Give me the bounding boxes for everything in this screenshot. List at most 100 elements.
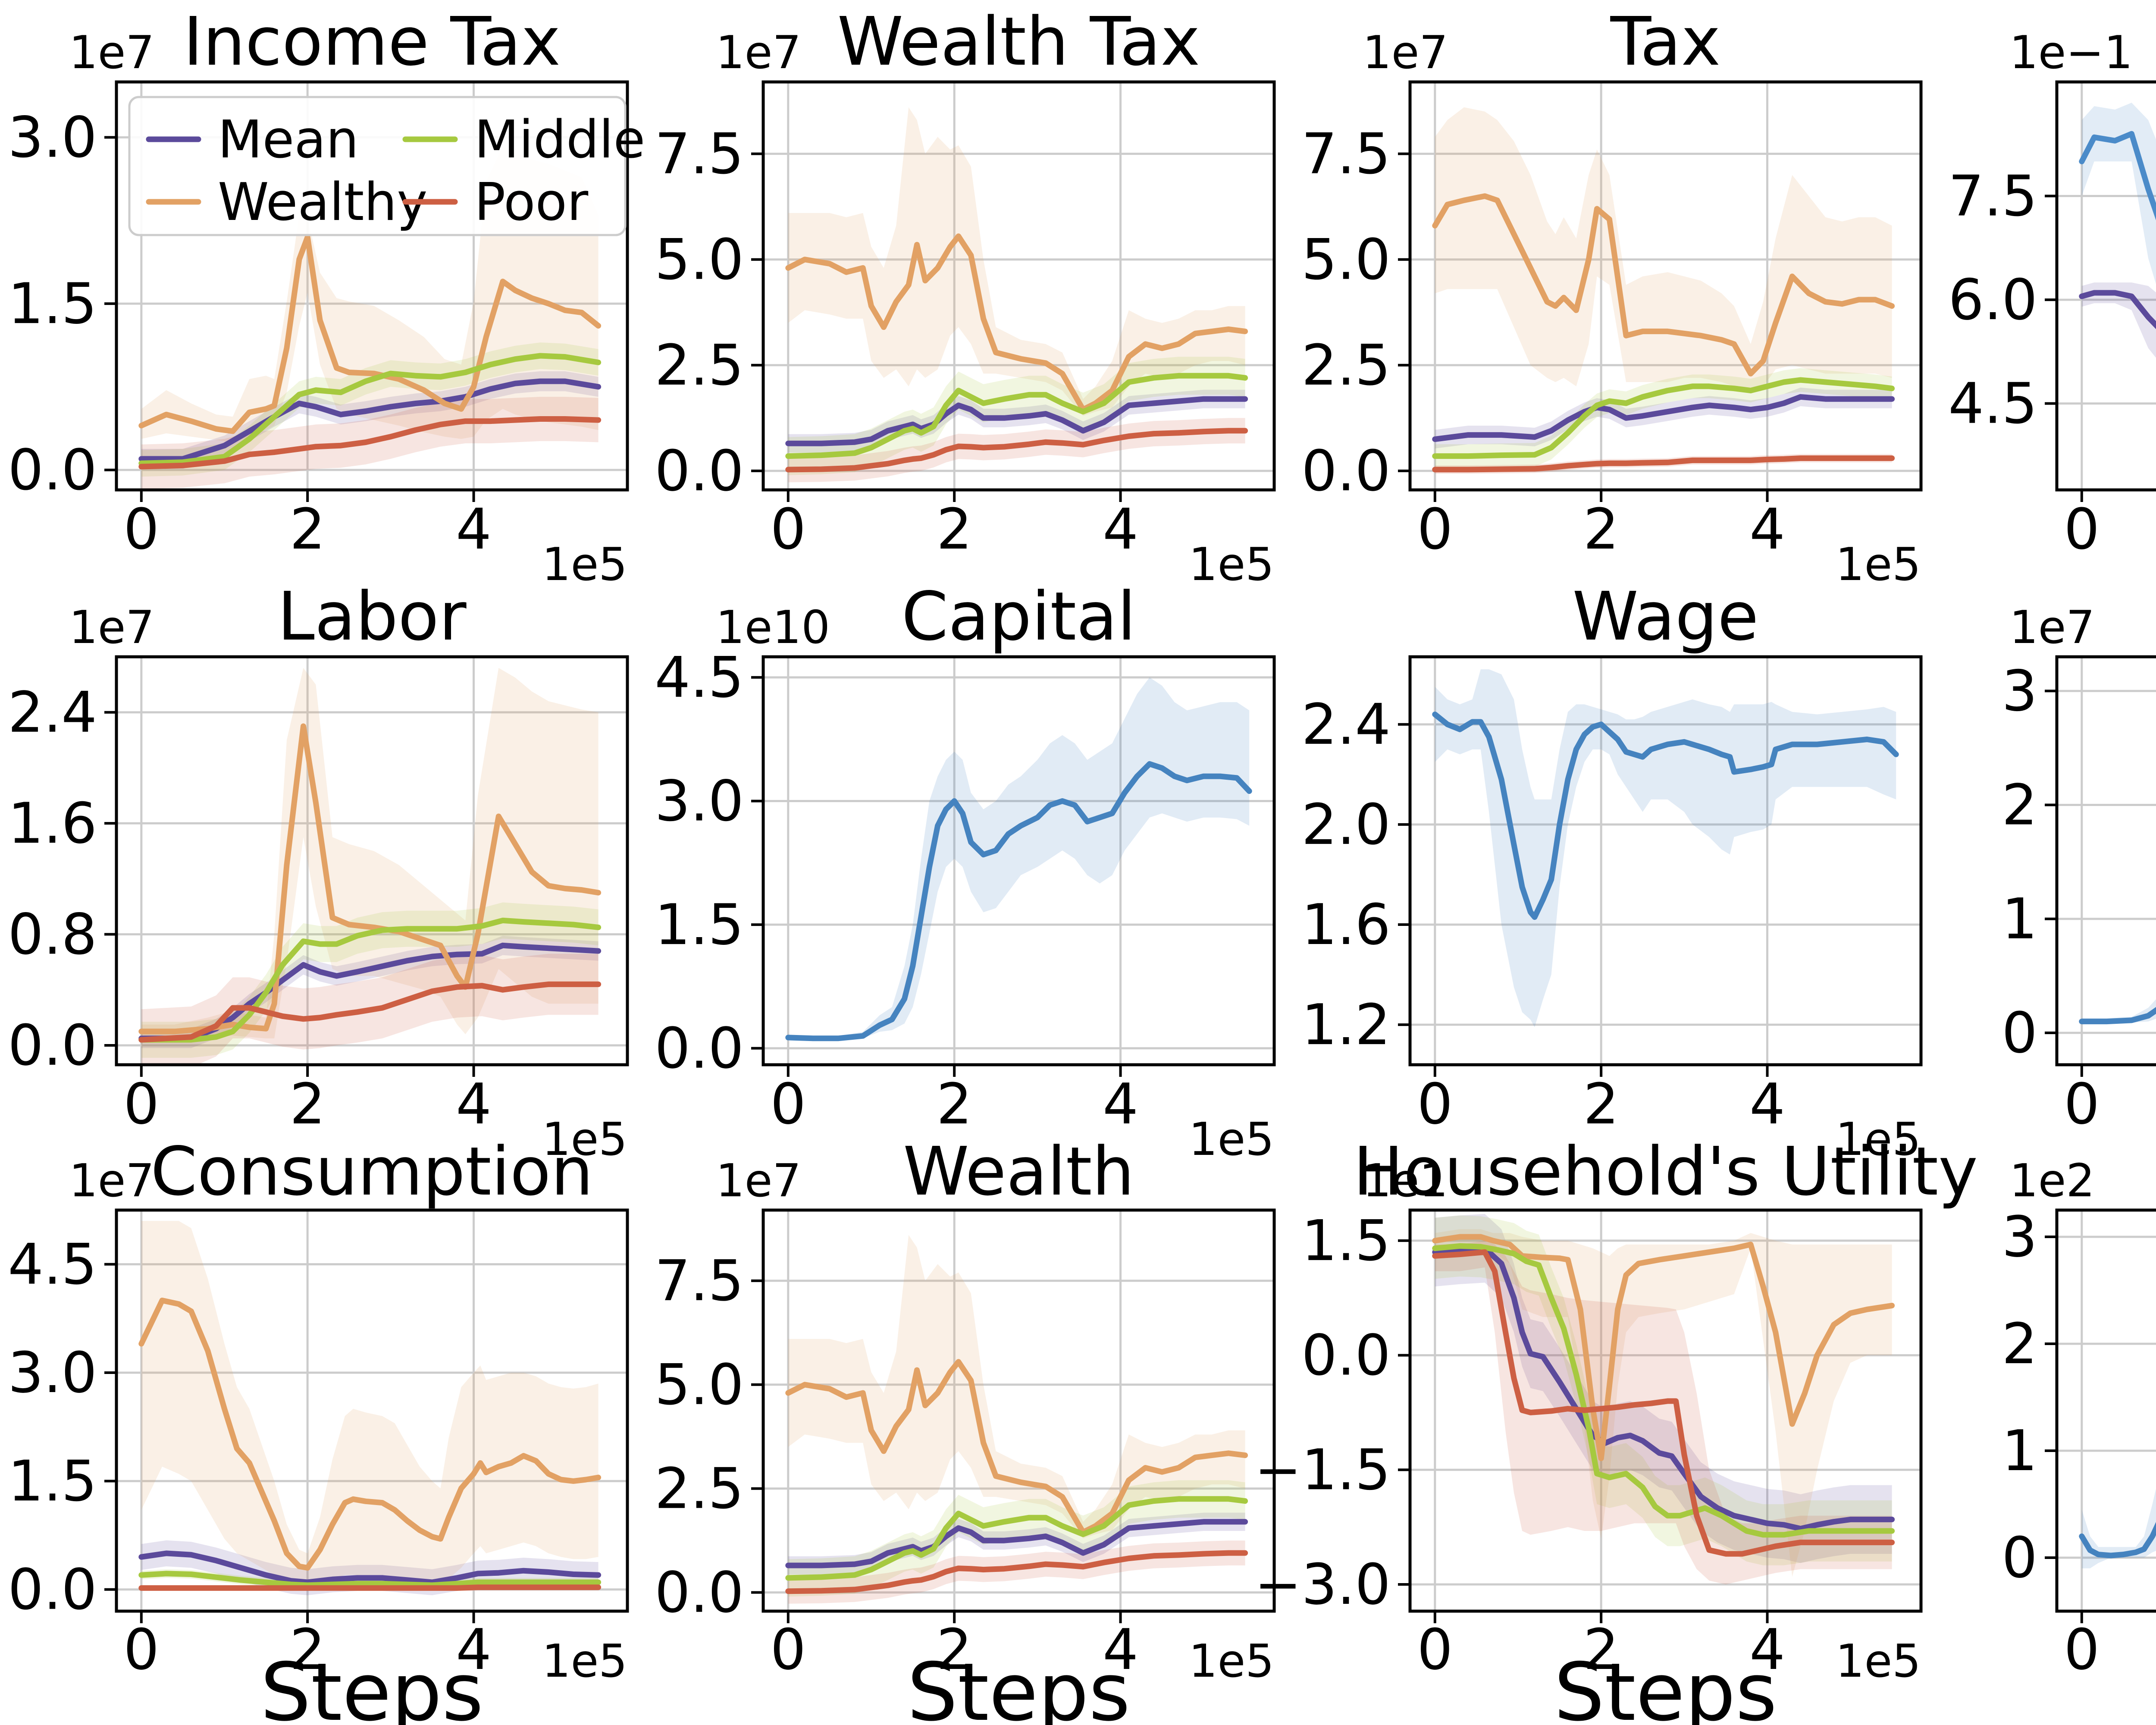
tick-marks (751, 676, 1122, 1077)
line-mean (785, 1519, 1248, 1568)
chart-capital: 0 2 4 0.0 1.5 3.0 4.5 Capital 1e10 1e5 (655, 577, 1276, 1166)
x-tick-label: 2 (937, 1617, 972, 1682)
y-scale-offset: 1e7 (2009, 601, 2095, 654)
line-mean (138, 1550, 602, 1585)
line-years (2079, 1521, 2156, 1559)
x-tick-label: 2 (1583, 496, 1619, 562)
line-poor (138, 416, 602, 470)
x-tick-label: 2 (290, 1071, 326, 1137)
plot-area (1432, 1214, 1895, 1584)
panel-tax: 0 2 4 0.0 2.5 5.0 7.5 Tax 1e7 1e5 (1294, 0, 1940, 591)
chart-years: 0240123Years1e21e5Steps (2002, 1154, 2156, 1682)
panel-wealth-tax: 0 2 4 0.0 2.5 5.0 7.5 Wealth Tax 1e7 1e5 (647, 0, 1294, 591)
chart-title: Household's Utility (1353, 1132, 1978, 1211)
panel-years: 0240123Years1e21e5Steps (1940, 1150, 2156, 1725)
axes-frame (1408, 80, 1923, 492)
axes-frame (761, 80, 1276, 492)
line-mean (138, 378, 602, 462)
line-poor (1432, 1249, 1895, 1557)
x-tick-label: 4 (1103, 496, 1138, 562)
y-tick-label: 3.0 (655, 768, 744, 834)
y-tick-label: 7.5 (655, 121, 744, 187)
band-gdp (2081, 999, 2156, 1024)
x-tick-label: 2 (1583, 1617, 1619, 1682)
x-tick-label: 2 (937, 1071, 972, 1137)
y-tick-label: 0.0 (655, 1016, 744, 1081)
axes-frame (115, 655, 629, 1066)
y-scale-offset: 1e10 (716, 601, 830, 654)
y-tick-label: 0.0 (1301, 1323, 1391, 1388)
y-tick-label: 3 (2002, 658, 2037, 724)
x-tick-label: 4 (456, 1071, 492, 1137)
gridlines (2057, 657, 2156, 1065)
x-tick-label: 4 (1749, 1617, 1785, 1682)
chart-wealth: 0 2 4 0.0 2.5 5.0 7.5 Wealth 1e7 1e5 Steps (655, 1132, 1276, 1725)
x-tick-label: 4 (1103, 1071, 1138, 1137)
x-axis-label: Steps (907, 1646, 1131, 1725)
x-tick-label: 0 (1417, 1071, 1453, 1137)
tick-marks (2045, 1236, 2083, 1623)
y-tick-label: 4.5 (655, 645, 744, 710)
x-axis-label: Steps (1554, 1646, 1777, 1725)
chart-tax: 0 2 4 0.0 2.5 5.0 7.5 Tax 1e7 1e5 (1301, 3, 1923, 591)
line-capital (785, 761, 1252, 1041)
band-wealthy (1435, 1229, 1892, 1577)
axes-frame (2055, 1208, 2156, 1613)
line-middle (1432, 377, 1895, 459)
x-tick-label: 0 (770, 1071, 806, 1137)
y-tick-label: 2.5 (655, 1456, 744, 1521)
x-tick-label: 4 (1749, 496, 1785, 562)
panel-income-tax: 0 2 4 0.0 1.5 3.0 Income Tax 1e7 1e5 Mean Wealthy M… (0, 0, 647, 591)
x-tick-label: 2 (937, 496, 972, 562)
x-scale-offset: 1e5 (1836, 1635, 1921, 1687)
chart-title: Wealth (903, 1132, 1134, 1211)
y-tick-label: 2.5 (1301, 332, 1391, 398)
plot-area (2079, 999, 2156, 1025)
legend-label: Wealthy (218, 172, 427, 232)
tick-marks (2045, 690, 2083, 1077)
line-poor (785, 428, 1248, 473)
x-scale-offset: 1e5 (542, 1635, 627, 1687)
line-poor (785, 1550, 1248, 1594)
y-tick-label: 1.2 (1301, 992, 1391, 1057)
line-middle (1432, 1243, 1895, 1538)
panel-wealth: 0 2 4 0.0 2.5 5.0 7.5 Wealth 1e7 1e5 Steps (647, 1132, 1294, 1725)
x-tick-label: 0 (2064, 1071, 2100, 1137)
legend-label: Mean (218, 110, 359, 170)
axes-frame (761, 1208, 1276, 1613)
line-gdp (2079, 1007, 2156, 1025)
y-tick-label: 5.0 (655, 227, 744, 292)
plot-area (138, 668, 602, 1065)
y-scale-offset: 1e−1 (2009, 26, 2133, 79)
y-tick-label: 1 (2002, 886, 2037, 952)
x-tick-label: 4 (456, 1617, 492, 1682)
x-scale-offset: 1e5 (542, 1113, 627, 1166)
chart-wealth-tax: 0 2 4 0.0 2.5 5.0 7.5 Wealth Tax 1e7 1e5 (655, 3, 1276, 591)
gridlines (1410, 82, 1921, 490)
axes-frame (1408, 655, 1923, 1066)
y-tick-label: 0.0 (1301, 438, 1391, 504)
x-tick-label: 0 (1417, 496, 1453, 562)
x-tick-label: 0 (770, 496, 806, 562)
chart-title: Consumption (150, 1132, 593, 1211)
panel-labor: 0 2 4 0.0 0.8 1.6 2.4 Labor 1e7 1e5 (0, 575, 647, 1166)
y-tick-label: 1.6 (8, 790, 97, 856)
band-capital (788, 677, 1250, 1040)
band-wealthy (788, 107, 1245, 416)
gridlines (1410, 1210, 1921, 1611)
line-mean (1432, 1245, 1895, 1532)
tick-marks (1398, 1239, 1769, 1623)
axes-frame (2055, 655, 2156, 1066)
line-wealthy (785, 233, 1248, 413)
y-tick-label: 4.5 (1948, 371, 2037, 436)
x-scale-offset: 1e5 (1836, 1113, 1921, 1166)
band-wage (1435, 669, 1896, 1027)
y-tick-label: 3.0 (8, 1340, 97, 1405)
line-poor (1432, 455, 1895, 473)
x-tick-label: 2 (1583, 1071, 1619, 1137)
band-middle (1435, 1215, 1892, 1565)
